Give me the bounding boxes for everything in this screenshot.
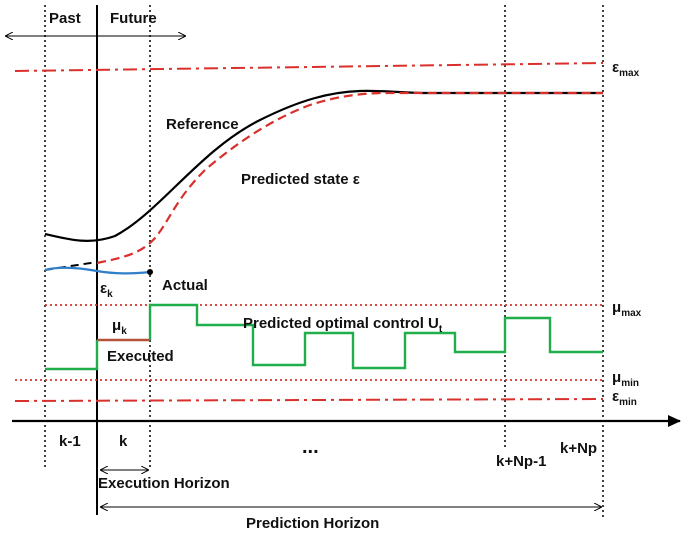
reference-curve: [44, 89, 603, 242]
execution-horizon-label: Execution Horizon: [98, 475, 230, 492]
prediction-horizon-label: Prediction Horizon: [246, 515, 379, 532]
eps-min-label: εmin: [612, 388, 637, 408]
predicted-state-label: Predicted state ε: [241, 171, 360, 188]
tick-k-np-minus-1: k+Np-1: [496, 453, 546, 470]
future-label: Future: [110, 10, 157, 27]
reference-label: Reference: [166, 116, 239, 133]
past-label: Past: [49, 10, 81, 27]
eps-min-line: [14, 398, 604, 402]
predicted-control-label: Predicted optimal control Ut: [243, 315, 443, 335]
mu-max-label: μmax: [612, 299, 642, 319]
eps-k-label: εk: [100, 280, 113, 300]
executed-label: Executed: [107, 348, 174, 365]
actual-curve: [44, 266, 151, 275]
tick-ellipsis: ...: [302, 436, 319, 458]
actual-endpoint: [147, 269, 153, 275]
predicted-control-steps: [148, 303, 603, 370]
mu-k-label: μk: [112, 317, 127, 337]
past-prediction-dashed: [44, 261, 98, 271]
eps-max-line: [14, 62, 604, 72]
actual-label: Actual: [162, 277, 208, 294]
tick-k-np: k+Np: [560, 440, 597, 457]
predicted-state-curve: [96, 91, 603, 265]
executed-control-steps: [45, 340, 99, 371]
eps-max-label: εmax: [612, 59, 640, 79]
mu-min-label: μmin: [612, 369, 639, 389]
tick-k-minus-1: k-1: [59, 433, 81, 450]
tick-k: k: [119, 433, 128, 450]
